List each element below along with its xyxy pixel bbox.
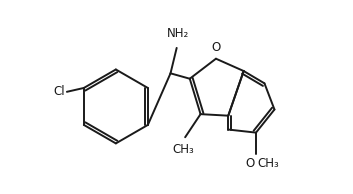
Text: CH₃: CH₃ xyxy=(258,157,279,170)
Text: O: O xyxy=(245,157,255,170)
Text: NH₂: NH₂ xyxy=(167,27,189,40)
Text: O: O xyxy=(211,41,221,54)
Text: Cl: Cl xyxy=(54,85,65,98)
Text: CH₃: CH₃ xyxy=(173,143,195,156)
